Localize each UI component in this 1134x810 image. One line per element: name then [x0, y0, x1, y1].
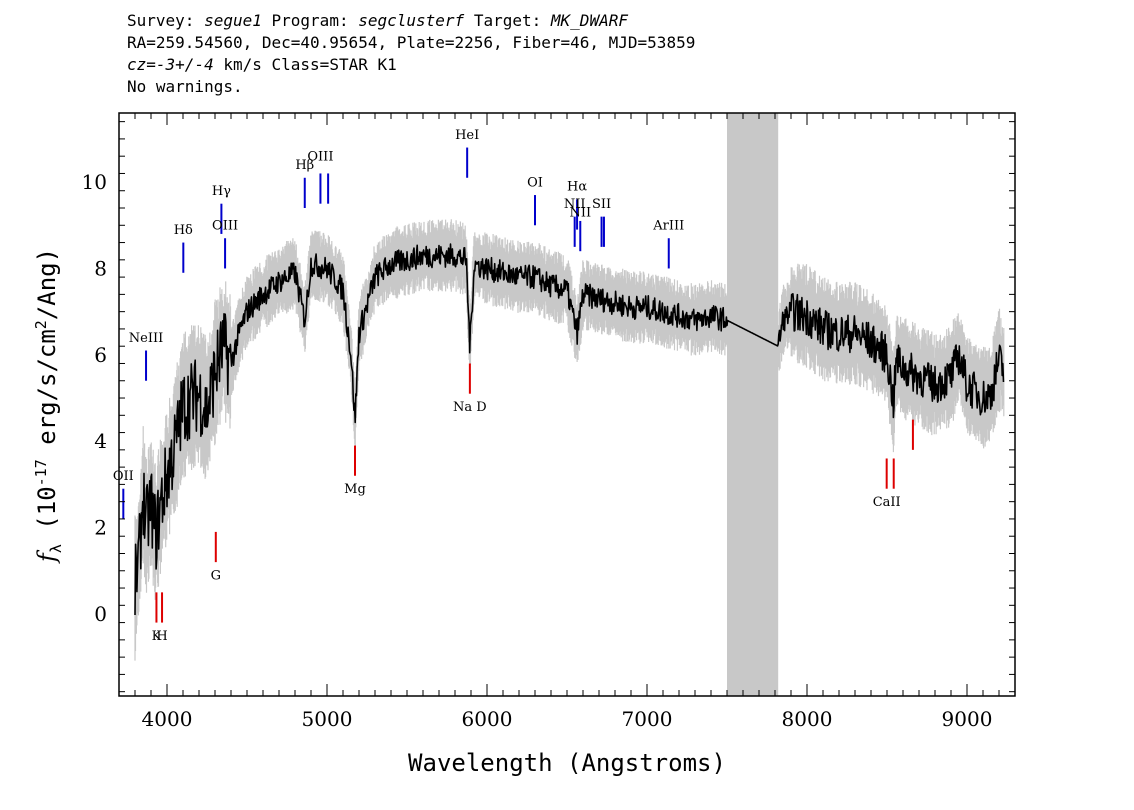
survey-key: Survey:	[127, 11, 195, 30]
class-value: Class=STAR K1	[271, 55, 397, 74]
x-tick-label-5: 9000	[942, 707, 993, 731]
line-label-10: NII	[564, 197, 586, 212]
header-line-redshift: cz=-3+/-4 km/s Class=STAR K1	[127, 54, 397, 76]
y-tick-label-2: 4	[94, 429, 107, 453]
line-label-17: H	[156, 629, 167, 644]
svg-text:fλ (10-17 erg/s/cm2/Ang): fλ (10-17 erg/s/cm2/Ang)	[32, 248, 65, 564]
program-value: segclusterf	[358, 11, 465, 30]
x-tick-label-2: 6000	[462, 707, 513, 731]
axes-ticks: 4000 5000 6000 7000 8000 9000 0 2 4 6 8 10	[82, 113, 1016, 731]
header-line-warnings: No warnings.	[127, 77, 243, 96]
cz-value: -3+/-4	[155, 55, 214, 74]
line-label-13: SII	[592, 197, 611, 212]
target-key: Target:	[473, 11, 542, 30]
x-axis-label: Wavelength (Angstroms)	[408, 749, 726, 777]
noise-envelope	[134, 219, 1005, 661]
line-label-8: HeI	[455, 128, 479, 143]
x-tick-label-1: 5000	[302, 707, 353, 731]
x-tick-label-3: 7000	[622, 707, 673, 731]
x-tick-label-0: 4000	[142, 707, 193, 731]
line-label-1: NeIII	[129, 331, 163, 346]
program-key: Program:	[271, 11, 349, 30]
y-axis-label: fλ (10-17 erg/s/cm2/Ang)	[32, 248, 65, 564]
line-label-4: OIII	[212, 219, 238, 234]
header-line-survey: Survey: segue1 Program: segclusterf Targ…	[127, 10, 628, 32]
line-label-6: OIII	[307, 150, 333, 165]
cz-unit: km/s	[223, 55, 262, 74]
line-label-9: OI	[527, 175, 543, 190]
y-tick-label-5: 10	[82, 170, 107, 194]
line-label-19: Mg	[344, 482, 366, 497]
y-tick-label-0: 0	[94, 602, 107, 626]
y-tick-label-4: 8	[94, 256, 107, 280]
line-label-20: Na D	[453, 400, 487, 415]
y-tick-label-3: 6	[94, 343, 107, 367]
survey-value: segue1	[204, 11, 262, 30]
line-label-3: Hγ	[212, 184, 231, 199]
spectrum-line	[134, 243, 1005, 616]
line-label-11: Hα	[567, 180, 587, 195]
header-line-coordinates: RA=259.54560, Dec=40.95654, Plate=2256, …	[127, 33, 696, 52]
x-tick-label-4: 8000	[782, 707, 833, 731]
line-label-15: ArIII	[652, 219, 684, 234]
line-label-21: CaII	[873, 495, 901, 510]
line-label-5: Hβ	[295, 158, 314, 173]
line-label-18: G	[211, 568, 221, 583]
target-value: MK_DWARF	[550, 11, 628, 30]
line-label-16: K	[152, 629, 162, 644]
line-label-0: OII	[113, 469, 134, 484]
line-label-2: Hδ	[174, 223, 193, 238]
y-tick-label-1: 2	[94, 516, 107, 540]
line-label-12: NII	[569, 206, 591, 221]
cz-key: cz=	[127, 55, 156, 74]
masked-region	[727, 113, 779, 696]
